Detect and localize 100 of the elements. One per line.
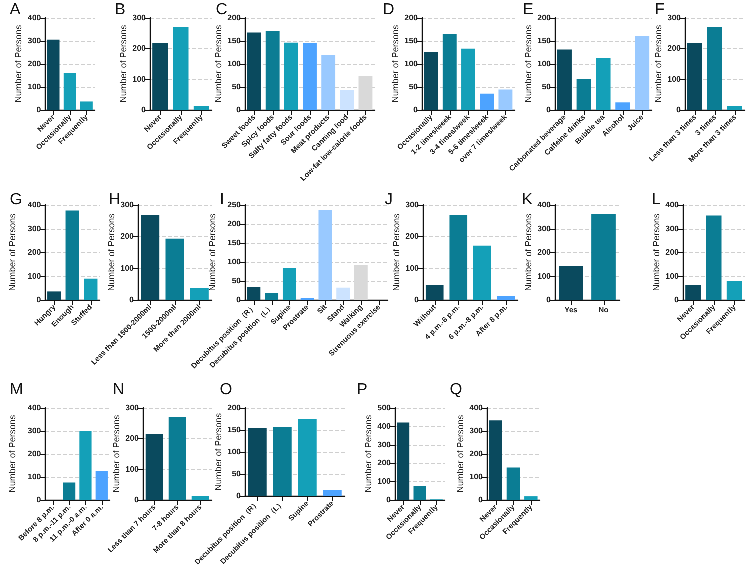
chart-title: P xyxy=(357,382,368,398)
y-tick-label: 100 xyxy=(404,60,419,68)
y-tick-label: 300 xyxy=(406,200,420,210)
y-tick-label: 400 xyxy=(666,200,680,210)
y-axis-title: Number of Persons xyxy=(112,414,122,493)
y-tick-label: 100 xyxy=(538,60,552,68)
y-tick-label: 0 xyxy=(546,296,552,304)
y-tick-label: 250 xyxy=(228,200,242,210)
bar xyxy=(323,490,342,496)
bar xyxy=(322,55,336,110)
bar xyxy=(686,285,702,300)
bar xyxy=(248,428,267,496)
y-tick-label: 0 xyxy=(414,296,420,304)
y-tick-label: 100 xyxy=(28,82,42,92)
y-tick-label: 150 xyxy=(538,36,552,46)
y-tick-label: 300 xyxy=(132,14,147,22)
y-tick-label: 100 xyxy=(28,272,42,281)
y-tick-label: 100 xyxy=(538,272,552,281)
y-tick-label: 0 xyxy=(546,106,552,114)
y-tick-label: 300 xyxy=(666,224,680,234)
y-tick-label: 100 xyxy=(228,448,242,457)
bar xyxy=(192,496,210,500)
y-axis-title: Number of Persons xyxy=(118,24,128,103)
bar xyxy=(706,216,722,300)
y-axis-title: Number of Persons xyxy=(524,213,534,292)
y-axis-title: Number of Persons xyxy=(8,213,18,292)
y-tick-label: 400 xyxy=(28,14,42,22)
bar xyxy=(336,288,350,300)
bar xyxy=(247,32,262,110)
y-tick-label: 200 xyxy=(126,434,140,444)
y-tick-label: 50 xyxy=(542,82,552,92)
bar xyxy=(557,50,572,110)
y-tick-label: 0 xyxy=(676,106,682,114)
y-tick-label: 200 xyxy=(470,450,484,458)
y-tick-label: 0 xyxy=(134,496,140,504)
y-tick-label: 200 xyxy=(228,14,242,22)
y-tick-label: 200 xyxy=(120,232,135,242)
y-axis-title: Number of Persons xyxy=(390,24,400,103)
bar xyxy=(728,106,742,110)
bar xyxy=(726,281,742,300)
y-tick-label: 0 xyxy=(414,106,419,114)
y-tick-label: 300 xyxy=(470,426,484,436)
y-axis-title: Number of Persons xyxy=(8,414,18,493)
bar xyxy=(506,468,520,500)
bar xyxy=(414,486,426,500)
y-tick-label: 300 xyxy=(538,224,552,234)
bar xyxy=(442,34,457,110)
y-tick-label: 200 xyxy=(378,458,392,468)
y-tick-label: 200 xyxy=(132,44,147,54)
y-tick-label: 200 xyxy=(228,220,242,228)
y-tick-label: 50 xyxy=(409,82,419,92)
bar xyxy=(168,417,186,500)
y-tick-label: 100 xyxy=(470,472,484,482)
y-tick-label: 0 xyxy=(236,492,242,501)
y-axis-title: Number of Persons xyxy=(207,213,218,292)
y-tick-label: 200 xyxy=(28,248,42,257)
y-tick-label: 100 xyxy=(126,464,140,474)
chart-title: Q xyxy=(450,382,462,398)
y-tick-label: 300 xyxy=(28,36,42,46)
chart-title: G xyxy=(10,192,22,208)
y-tick-label: 0 xyxy=(674,296,680,304)
bar xyxy=(265,294,279,300)
bar xyxy=(194,106,210,110)
bar xyxy=(450,215,468,300)
y-axis-title: Number of Persons xyxy=(214,24,224,103)
bar xyxy=(298,419,317,496)
chart-title: A xyxy=(10,2,21,18)
bar xyxy=(489,420,502,500)
y-tick-label: 400 xyxy=(28,200,42,210)
y-tick-label: 100 xyxy=(132,74,147,84)
y-axis-title: Number of Persons xyxy=(654,24,664,103)
y-tick-label: 200 xyxy=(538,14,552,22)
chart-title: F xyxy=(655,2,665,18)
y-tick-label: 300 xyxy=(668,14,682,22)
chart-title: O xyxy=(220,382,232,398)
bar xyxy=(146,434,164,500)
y-tick-label: 100 xyxy=(668,74,682,84)
y-tick-label: 200 xyxy=(666,248,680,257)
y-tick-label: 200 xyxy=(404,14,419,22)
y-axis-title: Number of Persons xyxy=(14,24,24,103)
bar xyxy=(576,79,592,110)
y-tick-label: 100 xyxy=(28,472,42,482)
y-tick-label: 100 xyxy=(120,264,135,273)
bar xyxy=(64,73,76,110)
bar xyxy=(524,496,538,500)
chart-title: E xyxy=(523,2,534,18)
y-tick-label: 150 xyxy=(404,36,419,46)
y-axis-title: Number of Persons xyxy=(392,213,402,292)
y-tick-label: 50 xyxy=(232,470,242,479)
chart-title: L xyxy=(652,192,661,208)
y-tick-label: 0 xyxy=(478,496,484,504)
bar xyxy=(284,42,298,110)
y-tick-label: 0 xyxy=(142,106,147,114)
bar xyxy=(266,31,280,110)
bar xyxy=(462,48,476,110)
y-axis-title: Number of Persons xyxy=(652,213,662,292)
y-tick-label: 50 xyxy=(232,276,242,286)
bar xyxy=(190,288,209,300)
y-tick-label: 200 xyxy=(228,404,242,412)
y-axis-title: Number of Persons xyxy=(456,414,466,493)
